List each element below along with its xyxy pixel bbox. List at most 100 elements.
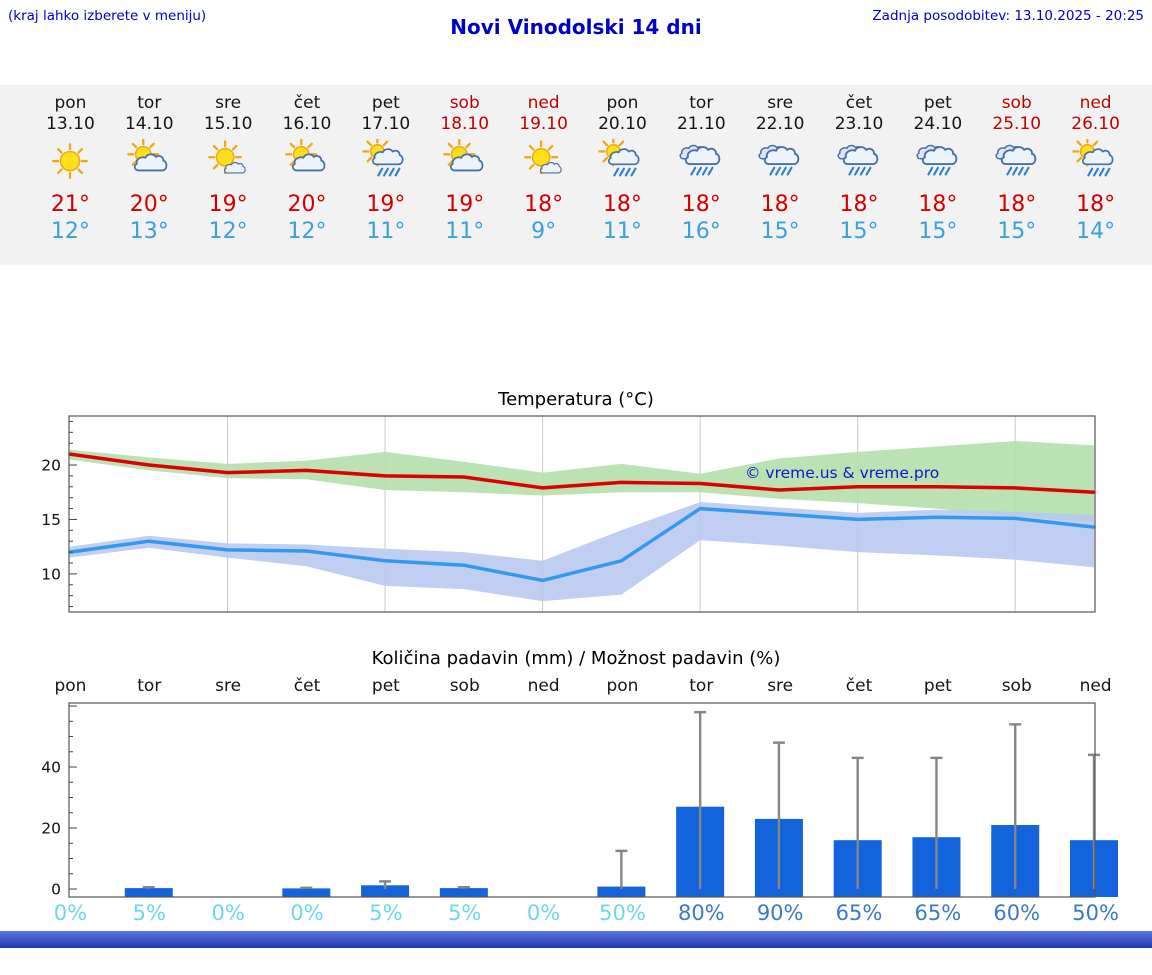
day-tmin: 14°	[1076, 218, 1116, 244]
precip-ytick-label: 20	[41, 820, 61, 838]
sun-rain-icon	[1071, 135, 1114, 176]
weather-icon-slot	[110, 137, 189, 189]
day-tmin: 15°	[839, 218, 879, 244]
day-tmax: 18°	[602, 191, 642, 217]
day-name: pon	[54, 93, 87, 113]
day-tmin: 11°	[602, 218, 642, 244]
precip-probability: 50%	[1072, 901, 1119, 925]
partly-cloudy-icon	[127, 137, 168, 171]
precip-bar	[282, 888, 331, 897]
forecast-day: sre 22.10 18° 15°	[741, 93, 820, 265]
precip-day-label: čet	[293, 676, 321, 696]
precip-probability: 5%	[369, 901, 403, 925]
rain-icon	[679, 144, 721, 176]
day-date: 25.10	[992, 114, 1042, 135]
forecast-day: sob 25.10 18° 15°	[977, 93, 1056, 265]
day-tmax: 19°	[208, 191, 248, 217]
day-name: sob	[1001, 93, 1032, 113]
temp-ytick-label: 20	[41, 457, 61, 475]
temp-ytick-label: 15	[41, 511, 61, 529]
forecast-day: pet 17.10 19° 11°	[346, 93, 425, 265]
sun-rain-icon	[598, 135, 640, 176]
line-max_temp	[68, 452, 1096, 494]
precip-bar	[361, 885, 410, 897]
precip-day-label: tor	[137, 676, 162, 696]
precip-probability: 0%	[526, 901, 561, 925]
day-tmax: 18°	[760, 191, 800, 217]
precip-day-label: pet	[923, 676, 952, 696]
weather-icon-slot	[504, 139, 583, 189]
weather-icon-slot	[583, 135, 662, 189]
day-tmin: 16°	[681, 218, 721, 244]
day-tmax: 18°	[839, 191, 879, 217]
day-tmax: 20°	[287, 191, 327, 217]
day-name: čet	[293, 93, 321, 113]
day-tmin: 12°	[208, 218, 248, 244]
day-date: 14.10	[124, 114, 174, 135]
weather-icon-slot	[268, 137, 347, 189]
precip-probability: 5%	[448, 901, 482, 925]
forecast-day: ned 26.10 18° 14°	[1056, 93, 1135, 265]
day-tmin: 15°	[997, 218, 1037, 244]
day-name: pet	[371, 93, 400, 113]
rain-icon	[758, 144, 800, 176]
precip-bar	[439, 888, 488, 897]
precip-bar	[124, 888, 173, 897]
day-date: 17.10	[361, 114, 411, 135]
rain-icon	[995, 144, 1037, 176]
line-min_temp	[68, 506, 1096, 583]
day-name: pet	[923, 93, 952, 113]
temp-ytick-label: 10	[41, 565, 61, 583]
weather-icon-slot	[31, 139, 110, 189]
day-tmin: 15°	[760, 218, 800, 244]
day-date: 22.10	[755, 114, 805, 135]
day-tmax: 21°	[50, 191, 90, 217]
day-tmax: 20°	[129, 191, 169, 217]
day-tmin: 11°	[445, 218, 485, 244]
precip-day-label: čet	[845, 676, 873, 696]
weather-icon-slot	[189, 139, 268, 189]
day-tmin: 9°	[531, 218, 557, 244]
day-date: 26.10	[1071, 114, 1120, 135]
page-title: Novi Vinodolski 14 dni	[450, 15, 702, 39]
precipitation-chart: 0 20 40	[41, 702, 1118, 899]
forecast-day: sre 15.10 19° 12°	[189, 93, 268, 265]
day-tmax: 19°	[366, 191, 406, 217]
day-date: 16.10	[282, 114, 332, 135]
mostly-sunny-icon	[208, 139, 246, 174]
partly-cloudy-icon	[442, 137, 484, 171]
plot-border	[68, 702, 1096, 898]
precip-probability: 65%	[914, 901, 962, 925]
day-name: sob	[449, 93, 480, 113]
day-name: ned	[1079, 93, 1112, 113]
sun-rain-icon	[362, 135, 404, 176]
rain-icon	[837, 144, 879, 176]
forecast-day: čet 23.10 18° 15°	[820, 93, 899, 265]
precip-day-label: sob	[1001, 676, 1032, 696]
forecast-day: sob 18.10 19° 11°	[425, 93, 504, 265]
forecast-day: tor 21.10 18° 16°	[662, 93, 741, 265]
copyright-link[interactable]: © vreme.us & vreme.pro	[745, 464, 939, 482]
forecast-strip: pon 13.10 21° 12° tor 14.10 20° 13° sre 15.10 19° 1…	[0, 85, 1152, 265]
day-date: 23.10	[834, 114, 884, 135]
day-tmax: 19°	[445, 191, 485, 217]
precip-day-label: pon	[606, 676, 639, 696]
last-update: Zadnja posodobitev: 13.10.2025 - 20:25	[872, 8, 1144, 24]
day-name: sre	[215, 93, 242, 113]
weather-icon-slot	[741, 139, 820, 189]
band-min_range	[70, 502, 1094, 602]
day-tmin: 13°	[129, 218, 169, 244]
day-tmax: 18°	[997, 191, 1037, 217]
day-date: 19.10	[519, 114, 568, 135]
precip-day-label: pon	[54, 676, 87, 696]
precip-bar	[597, 886, 646, 897]
bottom-bar	[0, 931, 1152, 948]
precip-probability: 50%	[599, 901, 646, 925]
precip-probability: 65%	[835, 901, 883, 925]
precip-ytick-label: 0	[51, 881, 61, 899]
band-max_range	[70, 441, 1094, 523]
day-name: pon	[606, 93, 639, 113]
precip-ytick-label: 40	[41, 759, 61, 777]
precip-probability: 0%	[290, 901, 324, 925]
location-hint: (kraj lahko izberete v meniju)	[8, 8, 207, 24]
